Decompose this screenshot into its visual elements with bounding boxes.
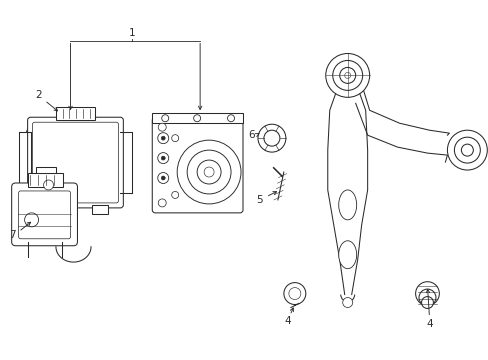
Circle shape xyxy=(177,140,241,204)
Circle shape xyxy=(161,176,165,180)
Circle shape xyxy=(158,123,166,131)
Circle shape xyxy=(187,150,230,194)
Bar xyxy=(152,113,243,123)
Circle shape xyxy=(158,199,166,207)
Circle shape xyxy=(158,133,168,144)
Circle shape xyxy=(158,153,168,163)
Circle shape xyxy=(453,137,479,163)
FancyBboxPatch shape xyxy=(152,117,243,213)
Circle shape xyxy=(418,289,435,306)
Circle shape xyxy=(171,135,178,141)
Text: 4: 4 xyxy=(284,316,290,327)
Circle shape xyxy=(339,67,355,84)
Ellipse shape xyxy=(338,241,356,269)
Ellipse shape xyxy=(338,190,356,220)
Circle shape xyxy=(171,192,178,198)
FancyBboxPatch shape xyxy=(33,122,118,203)
Text: 4: 4 xyxy=(425,319,432,329)
Circle shape xyxy=(158,172,168,184)
Circle shape xyxy=(161,136,165,140)
Circle shape xyxy=(415,282,438,305)
Circle shape xyxy=(288,288,300,300)
Text: 2: 2 xyxy=(35,90,42,100)
Text: 6: 6 xyxy=(248,130,255,140)
Text: 1: 1 xyxy=(129,28,135,37)
Circle shape xyxy=(332,60,362,90)
Circle shape xyxy=(227,115,234,122)
Circle shape xyxy=(161,156,165,160)
Bar xyxy=(92,205,108,214)
Circle shape xyxy=(461,144,472,156)
Circle shape xyxy=(162,115,168,122)
Bar xyxy=(36,167,56,173)
FancyBboxPatch shape xyxy=(12,183,77,246)
Circle shape xyxy=(258,124,285,152)
Bar xyxy=(56,107,95,120)
Circle shape xyxy=(197,160,221,184)
Circle shape xyxy=(447,130,487,170)
Circle shape xyxy=(43,180,53,190)
Circle shape xyxy=(342,298,352,307)
Circle shape xyxy=(284,283,305,305)
Bar xyxy=(41,205,57,214)
Bar xyxy=(27,173,62,187)
Circle shape xyxy=(193,115,200,122)
FancyBboxPatch shape xyxy=(19,191,70,239)
Circle shape xyxy=(344,72,350,78)
Text: 3: 3 xyxy=(361,73,367,84)
Circle shape xyxy=(203,167,214,177)
FancyBboxPatch shape xyxy=(27,117,123,208)
Circle shape xyxy=(24,213,39,227)
Circle shape xyxy=(421,297,432,309)
Text: 5: 5 xyxy=(256,195,263,205)
Text: 7: 7 xyxy=(9,230,16,240)
Circle shape xyxy=(325,54,369,97)
Circle shape xyxy=(264,130,279,146)
